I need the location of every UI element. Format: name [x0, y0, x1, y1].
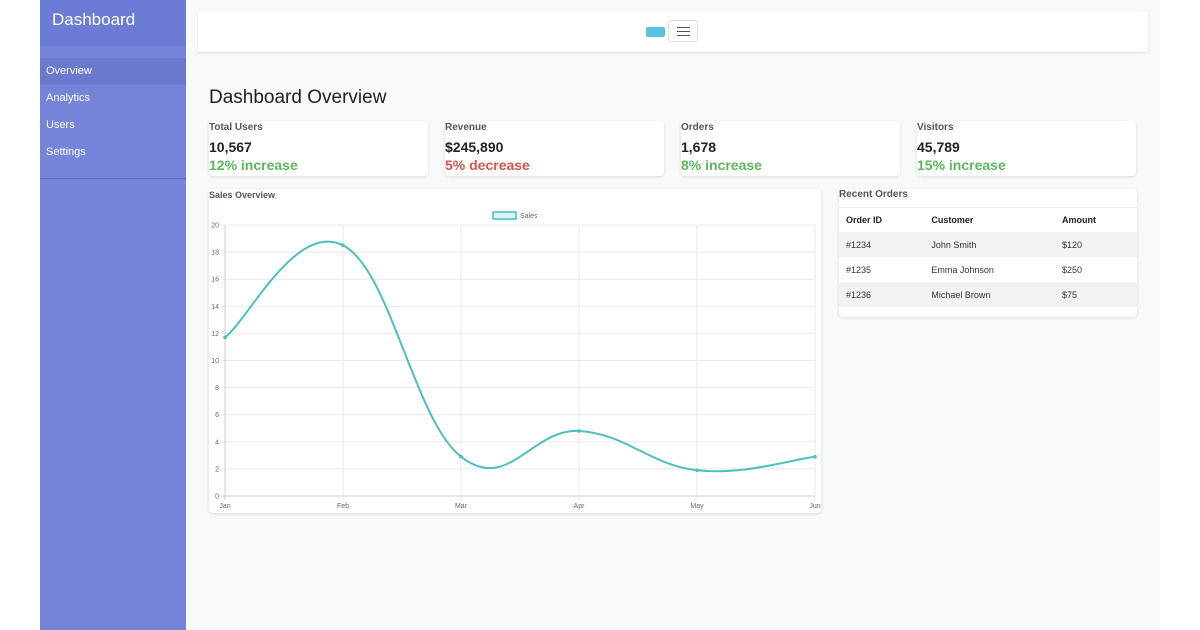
sidebar-title: Dashboard — [52, 10, 135, 30]
x-tick-label: Jan — [219, 503, 230, 510]
stat-change: 15% increase — [917, 157, 1006, 173]
nav-item[interactable]: Users — [40, 112, 186, 139]
cell: #1235 — [839, 257, 924, 282]
point — [695, 468, 699, 472]
point — [577, 429, 581, 433]
stat-card: Orders 1,678 8% increase — [681, 121, 900, 176]
stat-label: Total Users — [209, 122, 263, 133]
column-header: Order ID — [839, 208, 924, 233]
orders-card: Recent Orders Order IDCustomerAmount#123… — [839, 189, 1137, 317]
y-tick-label: 20 — [211, 223, 219, 230]
orders-table: Order IDCustomerAmount#1234John Smith$12… — [839, 207, 1137, 307]
toggle-button[interactable] — [646, 27, 665, 37]
point — [813, 455, 817, 459]
order-row: #1234John Smith$120 — [839, 232, 1137, 257]
order-row: #1236Michael Brown$75 — [839, 282, 1137, 307]
stat-value: 45,789 — [917, 139, 960, 155]
cell: $250 — [1055, 257, 1137, 282]
stat-label: Visitors — [917, 122, 954, 133]
stat-card: Total Users 10,567 12% increase — [209, 121, 428, 176]
x-tick-label: May — [690, 503, 704, 510]
y-tick-label: 16 — [211, 277, 219, 284]
y-tick-label: 12 — [211, 331, 219, 338]
y-tick-label: 0 — [215, 494, 219, 501]
y-tick-label: 4 — [215, 439, 219, 446]
cell: John Smith — [924, 232, 1055, 257]
x-tick-label: Feb — [337, 503, 349, 510]
stat-change: 12% increase — [209, 157, 298, 173]
chart-card: Sales Overview 0 2 4 6 8 10 12 14 16 18 20 Jan Feb Mar… — [209, 189, 821, 513]
stat-value: 10,567 — [209, 139, 252, 155]
legend-label: Sales — [520, 213, 538, 220]
y-tick-label: 8 — [215, 385, 219, 392]
cell: $75 — [1055, 282, 1137, 307]
main: Dashboard Overview Total Users 10,567 12% … — [186, 0, 1160, 630]
stat-card: Revenue $245,890 5% decrease — [445, 121, 664, 176]
line — [225, 242, 815, 472]
stat-value: 1,678 — [681, 139, 716, 155]
nav-item[interactable]: Overview — [40, 58, 186, 85]
x-tick-label: Jun — [809, 503, 820, 510]
chart: Sales Overview 0 2 4 6 8 10 12 14 16 18 20 Jan Feb Mar… — [209, 189, 821, 513]
x-tick-label: Apr — [574, 503, 586, 510]
chart-title: Sales Overview — [209, 190, 276, 200]
nav-item[interactable]: Analytics — [40, 85, 186, 112]
nav: OverviewAnalyticsUsersSettings — [40, 58, 186, 179]
page-title: Dashboard Overview — [209, 87, 386, 109]
y-tick-label: 10 — [211, 358, 219, 365]
stat-value: $245,890 — [445, 139, 503, 155]
y-tick-label: 6 — [215, 412, 219, 419]
legend-swatch — [493, 212, 516, 219]
cell: $120 — [1055, 232, 1137, 257]
point — [459, 455, 463, 459]
y-tick-label: 18 — [211, 250, 219, 257]
stat-change: 8% increase — [681, 157, 762, 173]
cell: #1236 — [839, 282, 924, 307]
column-header: Amount — [1055, 208, 1137, 233]
stat-label: Orders — [681, 122, 714, 133]
cell: Michael Brown — [924, 282, 1055, 307]
order-row: #1235Emma Johnson$250 — [839, 257, 1137, 282]
menu-button[interactable] — [668, 20, 698, 42]
column-header: Customer — [924, 208, 1055, 233]
top-bar — [198, 12, 1148, 52]
cell: Emma Johnson — [924, 257, 1055, 282]
stat-card: Visitors 45,789 15% increase — [917, 121, 1136, 176]
orders-title: Recent Orders — [839, 189, 908, 200]
cell: #1234 — [839, 232, 924, 257]
sidebar: Dashboard OverviewAnalyticsUsersSettings — [40, 0, 186, 630]
y-tick-label: 2 — [215, 466, 219, 473]
point — [223, 336, 227, 340]
nav-item[interactable]: Settings — [40, 139, 186, 166]
stat-label: Revenue — [445, 122, 487, 133]
x-tick-label: Mar — [455, 503, 468, 510]
point — [341, 244, 345, 248]
y-tick-label: 14 — [211, 304, 219, 311]
stat-change: 5% decrease — [445, 157, 530, 173]
